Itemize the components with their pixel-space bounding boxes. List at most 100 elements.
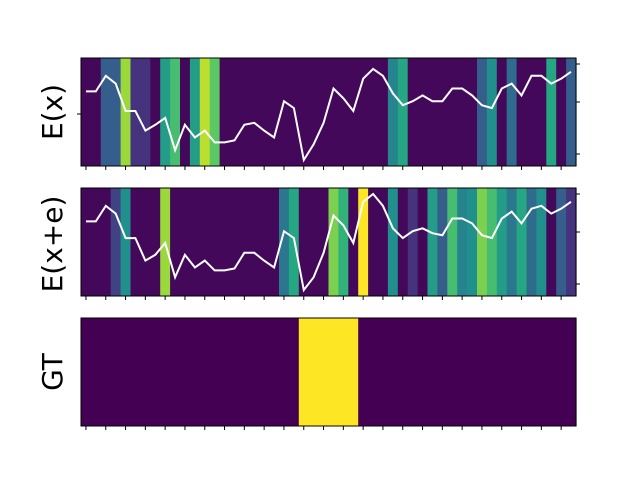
heatmap-cell (447, 188, 458, 296)
heatmap-cell (90, 318, 102, 426)
heatmap-cell (536, 318, 547, 426)
heatmap-cell (259, 318, 270, 426)
heatmap-cell (259, 58, 270, 166)
heatmap-cell (249, 188, 260, 296)
heatmap-cell (427, 188, 438, 296)
heatmap-cell (209, 188, 221, 296)
heatmap-cell (318, 58, 330, 166)
heatmap-cell (407, 318, 419, 426)
heatmap-cell (150, 58, 161, 166)
heatmap-cell (447, 58, 458, 166)
y-axis-label: E(x+e) (36, 196, 69, 293)
heatmap-cell (457, 58, 468, 166)
heatmap-cell (516, 318, 528, 426)
series-line (86, 67, 572, 163)
heatmap-cell (308, 58, 320, 166)
heatmap-cell (477, 318, 488, 426)
heatmap-cell (397, 318, 409, 426)
axes-frame (80, 57, 577, 167)
heatmap-cell (457, 318, 468, 426)
heatmap-cell (269, 58, 280, 166)
heatmap-cell (308, 318, 320, 426)
heatmap-cell (556, 58, 567, 166)
heatmap-cell (81, 188, 92, 296)
heatmap-cell (279, 58, 290, 166)
heatmap-cell (229, 188, 240, 296)
heatmap-cell (209, 58, 221, 166)
heatmap-cell (219, 318, 231, 426)
heatmap-cell (100, 58, 112, 166)
heatmap-cell (338, 318, 349, 426)
heatmap-cell (348, 318, 359, 426)
y-ticks (77, 63, 580, 155)
heatmap-cell (189, 188, 201, 296)
heatmap-cell (387, 58, 399, 166)
heatmap-cell (328, 318, 339, 426)
heatmap-cell (546, 188, 557, 296)
heatmap-cell (467, 318, 478, 426)
heatmap-cell (368, 318, 379, 426)
heatmap-cell (536, 58, 547, 166)
heatmap-cell (140, 318, 151, 426)
heatmap-cell (338, 188, 349, 296)
heatmap-cell (318, 188, 330, 296)
heatmap-cell (120, 318, 132, 426)
heatmap-cell (81, 58, 92, 166)
series-line (86, 192, 572, 293)
axes-frame (80, 317, 577, 427)
y-ticks (576, 193, 580, 285)
heatmap-cell (378, 188, 389, 296)
heatmap-cell (219, 58, 231, 166)
heatmap-cell (338, 58, 349, 166)
heatmap-cell (170, 318, 181, 426)
heatmap-cell (269, 188, 280, 296)
heatmap-cell (496, 58, 508, 166)
heatmap-cell (318, 318, 330, 426)
heatmap-cell (308, 188, 320, 296)
x-ticks (85, 426, 562, 430)
heatmap-cell (368, 188, 379, 296)
heatmap-cell (189, 58, 201, 166)
heatmap-cell (546, 58, 557, 166)
heatmap-cell (298, 188, 310, 296)
heatmap-cell (437, 58, 448, 166)
heatmap-cell (160, 318, 171, 426)
heatmap-cell (546, 318, 557, 426)
heatmap-cell (427, 318, 438, 426)
heatmap-cell (199, 318, 211, 426)
heatmap-cell (368, 58, 379, 166)
heatmap-cell (477, 188, 488, 296)
heatmap-cell (180, 318, 191, 426)
y-axis-label: GT (36, 352, 69, 391)
heatmap-cell (447, 318, 458, 426)
heatmap-cell (81, 318, 92, 426)
heatmap-cell (387, 188, 399, 296)
heatmap-cell (427, 58, 438, 166)
heatmap-cell (387, 318, 399, 426)
x-ticks (85, 296, 562, 300)
heatmap-cell (110, 318, 122, 426)
heatmap-cell (100, 188, 112, 296)
heatmap-cell (249, 318, 260, 426)
heatmap-cell (140, 58, 151, 166)
heatmap-cell (457, 188, 468, 296)
heatmap-cell (90, 188, 102, 296)
heatmap-cell (417, 188, 429, 296)
heatmap-cell (219, 188, 231, 296)
heatmap-cell (279, 188, 290, 296)
heatmap-cell (526, 318, 537, 426)
heatmap-cells (81, 188, 577, 296)
heatmap-cell (486, 188, 498, 296)
heatmap-cell (269, 318, 280, 426)
heatmap-cell (566, 318, 577, 426)
heatmap-cell (467, 188, 478, 296)
heatmap-cell (486, 58, 498, 166)
heatmap-cell (160, 58, 171, 166)
heatmap-cell (209, 318, 221, 426)
heatmap-cell (239, 318, 250, 426)
heatmap-cell (328, 58, 339, 166)
heatmap-cell (437, 188, 448, 296)
heatmap-cell (298, 58, 310, 166)
heatmap-cell (150, 188, 161, 296)
heatmap-cell (180, 58, 191, 166)
